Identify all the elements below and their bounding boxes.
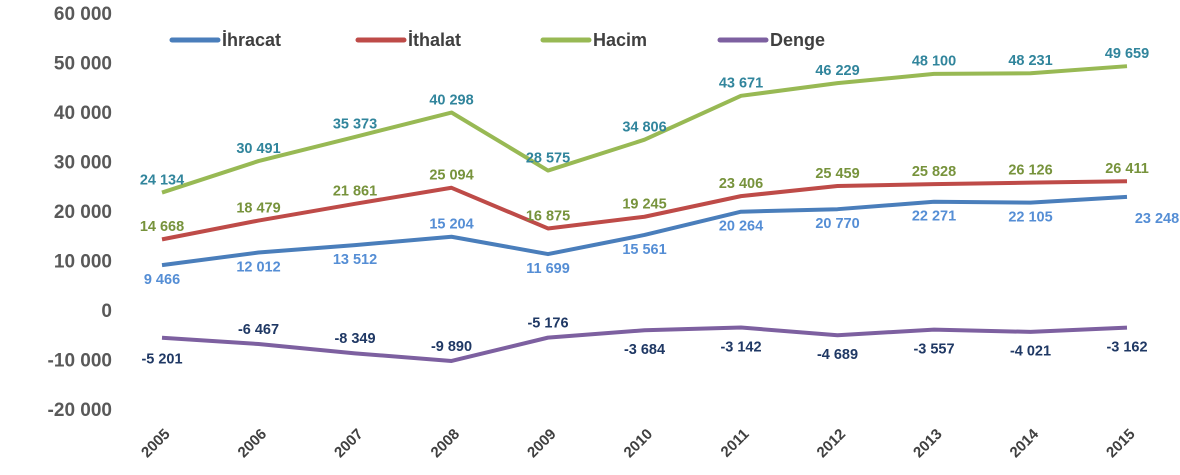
data-label: 26 126 [1008,163,1052,179]
data-label: 14 668 [140,219,184,235]
x-tick-label: 2012 [814,426,850,462]
data-label: 15 204 [429,217,473,233]
legend-label: Denge [770,30,825,50]
data-label: 23 248 [1135,211,1179,227]
x-tick-label: 2010 [621,426,657,462]
legend-label: İhracat [222,30,281,50]
series-line [161,179,1128,242]
series-line [161,64,1128,195]
x-tick-label: 2005 [138,426,174,462]
data-label: 46 229 [815,63,859,79]
x-tick-label: 2011 [718,426,753,461]
data-label: 12 012 [236,259,280,275]
data-label: -3 557 [913,341,954,357]
x-tick-label: 2006 [235,426,271,462]
data-label: 49 659 [1105,46,1149,62]
y-tick-label: 40 000 [54,103,112,124]
data-label: 30 491 [236,141,280,157]
data-label: -8 349 [334,331,375,347]
data-label: 13 512 [333,252,377,268]
data-label: -3 684 [624,342,665,358]
data-label: 28 575 [526,150,570,166]
data-label: 48 100 [912,54,956,70]
y-tick-label: 30 000 [54,153,112,174]
data-label: -5 176 [527,315,568,331]
data-label: 35 373 [333,117,377,133]
data-label: 25 094 [429,168,473,184]
data-label: -3 142 [720,339,761,355]
data-label: -5 201 [141,352,182,368]
x-tick-label: 2015 [1103,426,1139,462]
data-label: 18 479 [236,200,280,216]
data-label: -6 467 [238,322,279,338]
legend-label: Hacim [593,30,647,50]
data-label: 21 861 [333,184,377,200]
y-tick-label: -10 000 [48,351,112,372]
data-label: 24 134 [140,172,184,188]
data-label: 19 245 [622,197,666,213]
data-label: 9 466 [144,272,180,288]
data-label: 43 671 [719,76,763,92]
data-label: 20 264 [719,219,763,235]
data-label: 34 806 [622,120,666,136]
x-tick-label: 2013 [910,426,946,462]
x-tick-label: 2007 [331,426,367,462]
y-tick-label: -20 000 [48,400,112,421]
data-label: 23 406 [719,176,763,192]
y-tick-label: 60 000 [54,4,112,25]
y-tick-label: 20 000 [54,202,112,223]
data-label: -4 021 [1010,344,1051,360]
y-tick-label: 0 [101,301,112,322]
y-tick-label: 50 000 [54,54,112,75]
series-line [161,325,1128,363]
series-line [161,194,1128,268]
legend-label: İthalat [408,30,461,50]
data-label: 48 231 [1008,53,1052,69]
data-label: 20 770 [815,216,859,232]
data-label: -9 890 [431,339,472,355]
data-label: 25 828 [912,164,956,180]
data-label: 22 271 [912,209,956,225]
data-label: -3 162 [1106,339,1147,355]
data-label: 15 561 [622,242,666,258]
data-label: 16 875 [526,208,570,224]
y-tick-label: 10 000 [54,252,112,273]
x-tick-label: 2009 [524,426,560,462]
data-label: 40 298 [429,92,473,108]
data-label: 11 699 [526,261,570,277]
data-label: 22 105 [1008,209,1052,225]
data-label: -4 689 [817,347,858,363]
data-label: 26 411 [1105,161,1149,177]
x-tick-label: 2014 [1007,425,1043,461]
x-tick-label: 2008 [428,426,464,462]
data-label: 25 459 [815,166,859,182]
